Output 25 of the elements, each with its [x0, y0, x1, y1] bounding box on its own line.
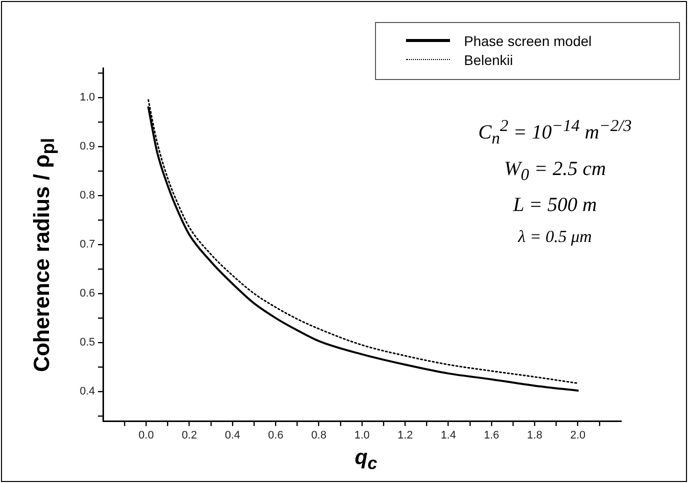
x-tick-label: 0.8	[311, 430, 326, 442]
y-tick-label: 0.9	[80, 140, 95, 152]
annotation: λ = 0.5 μm	[516, 226, 593, 248]
y-tick-label: 0.5	[80, 336, 95, 349]
legend-label: Belenkii	[464, 52, 514, 68]
y-tick-label: 0.4	[80, 386, 95, 398]
x-tick-label: 0.6	[268, 430, 284, 442]
x-tick-label: 0.0	[138, 430, 154, 442]
x-tick-label: 0.2	[182, 430, 197, 442]
x-axis-title: q$_{c}$	[354, 446, 378, 474]
x-tick-label: 1.8	[527, 430, 542, 442]
annotation: W$_{0}$ = 2.5 cm	[503, 156, 607, 186]
y-tick-label: 0.8	[80, 190, 95, 202]
annotation: C$_{n}$$^{2}$ = 10$^{−14}$ m$^{−2/3}$	[477, 115, 633, 150]
x-tick-label: 1.2	[398, 430, 413, 442]
y-tick-label: 1.0	[80, 91, 95, 104]
y-tick-label: 0.6	[80, 288, 95, 300]
legend-label: Phase screen model	[464, 32, 592, 48]
y-tick-label: 0.7	[80, 238, 95, 251]
annotation: L = 500 m	[512, 192, 598, 218]
x-tick-label: 0.4	[224, 430, 240, 442]
x-tick-label: 1.4	[440, 430, 456, 442]
x-tick-label: 1.6	[484, 430, 500, 442]
x-tick-label: 1.0	[354, 430, 370, 442]
x-tick-label: 2.0	[570, 430, 586, 442]
